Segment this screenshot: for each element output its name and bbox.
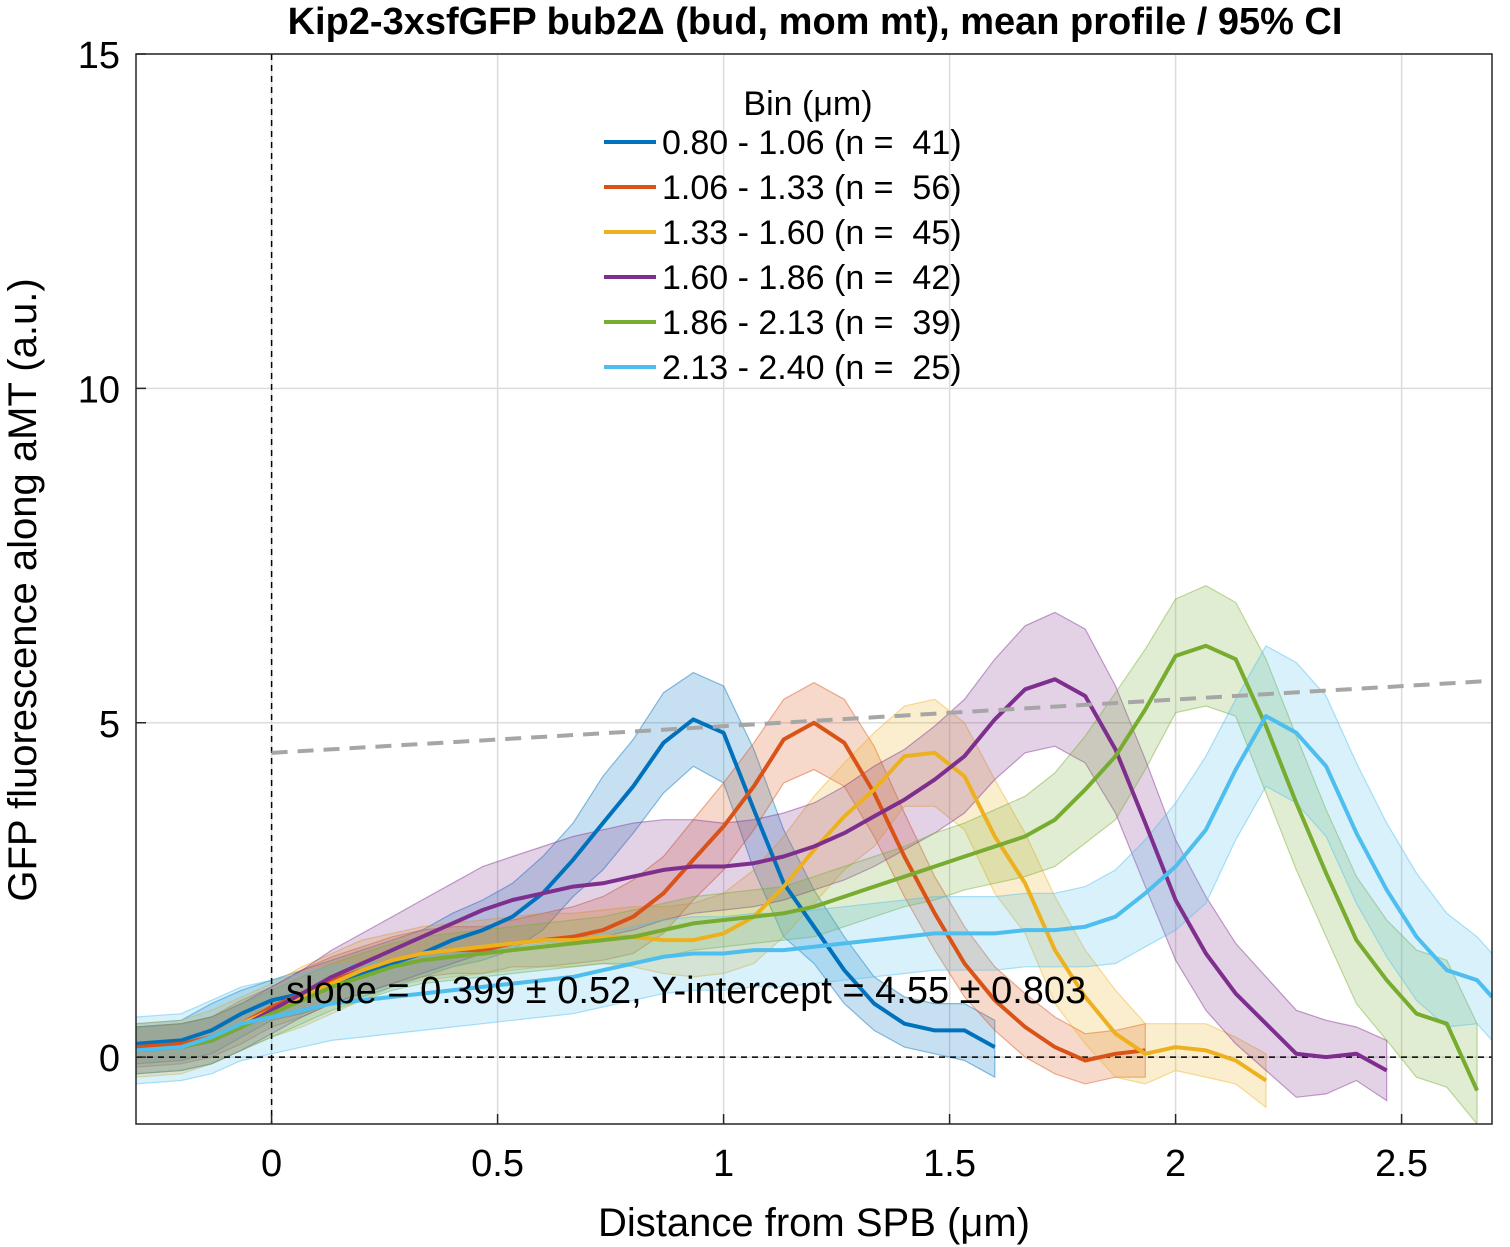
legend-title: Bin (μm) <box>743 85 872 123</box>
legend-entry: 1.06 - 1.33 (n = 56) <box>662 169 962 207</box>
series-line <box>136 750 1268 1083</box>
series-line <box>136 717 996 1049</box>
y-tick-label: 15 <box>78 35 120 77</box>
legend-entry: 1.60 - 1.86 (n = 42) <box>662 259 962 297</box>
chart-title: Kip2-3xsfGFP bub2Δ (bud, mom mt), mean p… <box>288 1 1343 43</box>
legend-entry: 0.80 - 1.06 (n = 41) <box>662 124 962 162</box>
fit-annotation: slope = 0.399 ± 0.52, Y-intercept = 4.55… <box>286 970 1086 1012</box>
ci-band <box>136 698 1267 1109</box>
legend-entry: 1.33 - 1.60 (n = 45) <box>662 214 962 252</box>
legend-entry: 1.86 - 2.13 (n = 39) <box>662 304 962 342</box>
y-axis-label: GFP fluorescence along aMT (a.u.) <box>1 278 45 901</box>
x-axis-label: Distance from SPB (μm) <box>598 1201 1030 1245</box>
legend-entry: 2.13 - 2.40 (n = 25) <box>662 349 962 387</box>
x-ticks: 0 0.5 1 1.5 2 2.5 <box>261 1114 1428 1185</box>
series-line <box>136 643 1479 1092</box>
reference-lines <box>136 54 1492 1124</box>
y-tick-label: 5 <box>99 704 120 746</box>
series-line <box>136 714 1492 1053</box>
x-tick-label: 2 <box>1165 1143 1186 1185</box>
series-line <box>136 677 1388 1073</box>
x-tick-label: 1 <box>713 1143 734 1185</box>
x-tick-label: 1.5 <box>923 1143 976 1185</box>
legend: Bin (μm) 0.80 - 1.06 (n = 41) 1.06 - 1.33… <box>604 85 962 387</box>
fit-line <box>271 678 1492 755</box>
x-tick-label: 0 <box>261 1143 282 1185</box>
ci-band <box>136 644 1492 1085</box>
plot-frame <box>135 53 1493 1125</box>
x-tick-label: 0.5 <box>471 1143 524 1185</box>
series-lines <box>136 643 1492 1092</box>
x-tick-label: 2.5 <box>1375 1143 1428 1185</box>
fit-line-group <box>271 678 1492 755</box>
ci-band <box>136 585 1478 1124</box>
y-tick-label: 0 <box>99 1038 120 1080</box>
y-tick-label: 10 <box>78 369 120 411</box>
y-ticks: 0 5 10 15 <box>78 35 146 1080</box>
